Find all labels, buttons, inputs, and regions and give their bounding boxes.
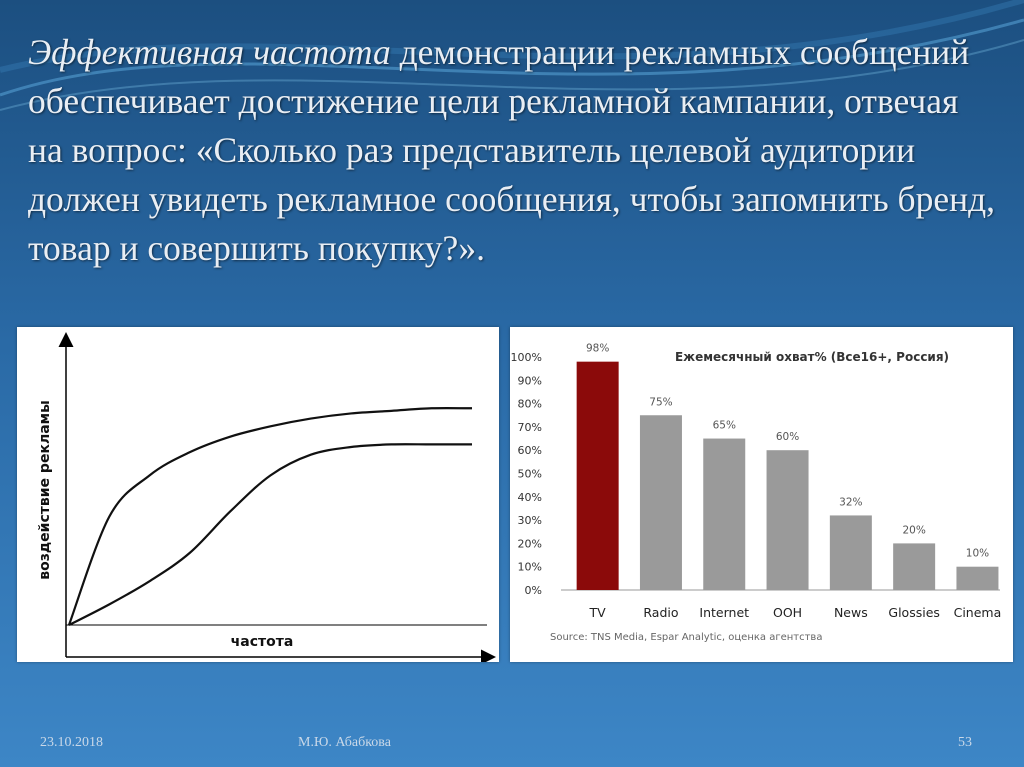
category-label: TV bbox=[589, 605, 607, 620]
y-tick-label: 50% bbox=[518, 468, 542, 481]
y-tick-label: 0% bbox=[525, 584, 542, 597]
y-tick-label: 40% bbox=[518, 491, 542, 504]
footer-date: 23.10.2018 bbox=[40, 735, 103, 750]
slide-body-text: Эффективная частота демонстрации рекламн… bbox=[28, 28, 998, 273]
category-label: Glossies bbox=[888, 605, 940, 620]
curve-group bbox=[67, 406, 473, 626]
frequency-effect-chart: воздействие рекламы частота bbox=[17, 327, 499, 665]
y-tick-label: 10% bbox=[518, 561, 542, 574]
bar-group: 98% 75% 65% 60% 32% 20% 10% bbox=[561, 343, 1000, 591]
emphasis-term: Эффективная частота bbox=[28, 32, 391, 72]
y-tick-label: 90% bbox=[518, 374, 542, 387]
body-rest: демонстрации рекламных сообщений обеспеч… bbox=[28, 32, 996, 268]
data-label: 65% bbox=[713, 420, 736, 432]
bar-chart-svg: Ежемесячный охват% (Все16+, Россия) 0% 10… bbox=[511, 343, 1002, 643]
y-tick-label: 70% bbox=[518, 421, 542, 434]
y-tick-label: 80% bbox=[518, 398, 542, 411]
data-label: 75% bbox=[649, 396, 672, 408]
category-label: OOH bbox=[773, 605, 802, 620]
footer-author: М.Ю. Абабкова bbox=[298, 735, 391, 750]
bar-tv bbox=[576, 361, 619, 590]
x-axis-label: частота bbox=[231, 634, 294, 650]
data-label: 10% bbox=[966, 548, 989, 560]
category-label: Internet bbox=[699, 605, 749, 620]
bar-cinema bbox=[956, 566, 999, 590]
y-tick-group: 0% 10% 20% 30% 40% 50% 60% 70% 80% 90% 100% bbox=[511, 351, 542, 597]
data-label: 60% bbox=[776, 431, 799, 443]
y-tick-label: 20% bbox=[518, 537, 542, 550]
bar-internet bbox=[703, 438, 746, 590]
bar-chart-title: Ежемесячный охват% (Все16+, Россия) bbox=[675, 350, 949, 364]
y-tick-label: 60% bbox=[518, 444, 542, 457]
series-line-1 bbox=[67, 406, 473, 626]
bar-news bbox=[829, 515, 872, 590]
category-label: Radio bbox=[643, 605, 678, 620]
bar-radio bbox=[639, 415, 682, 590]
y-tick-label: 100% bbox=[511, 351, 542, 364]
y-tick-label: 30% bbox=[518, 514, 542, 527]
data-label: 20% bbox=[902, 524, 925, 536]
source-note: Source: TNS Media, Espar Analytic, оценк… bbox=[550, 632, 822, 643]
bar-glossies bbox=[893, 543, 936, 590]
category-label-group: TV Radio Internet OOH News Glossies Cinema bbox=[589, 605, 1002, 620]
data-label: 32% bbox=[839, 496, 862, 508]
category-label: News bbox=[834, 605, 868, 620]
y-axis-label: воздействие рекламы bbox=[37, 400, 53, 580]
line-chart-svg: воздействие рекламы частота bbox=[37, 332, 496, 665]
series-line-2 bbox=[68, 443, 472, 626]
bar-ooh bbox=[766, 450, 809, 590]
category-label: Cinema bbox=[954, 605, 1002, 620]
monthly-reach-chart: Ежемесячный охват% (Все16+, Россия) 0% 10… bbox=[510, 327, 1013, 662]
data-label: 98% bbox=[586, 343, 609, 355]
page-number: 53 bbox=[958, 735, 972, 750]
